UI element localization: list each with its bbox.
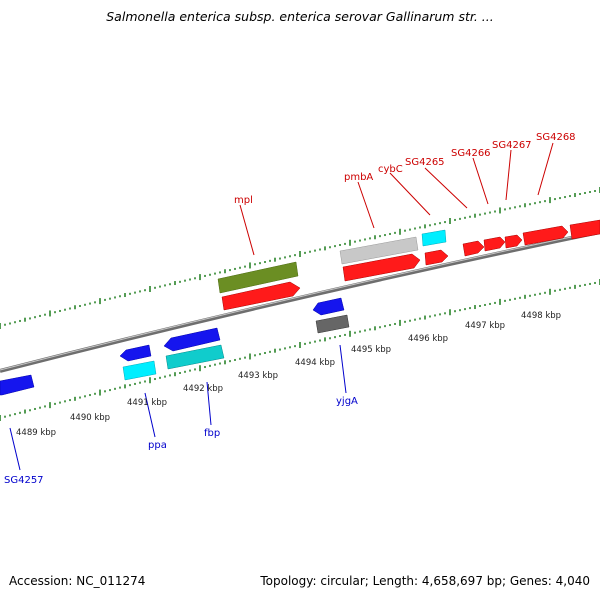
gene-label-SG4265: SG4265 [405,157,445,168]
label-leader-lines [9,142,554,471]
scale-label-4493: 4493 kbp [238,371,278,381]
gene-fbp-cyan-feature [165,344,225,370]
gene-ppa-cyan-feature [122,360,157,381]
gene-label-SG4266: SG4266 [451,148,491,159]
gene-label-SG4267: SG4267 [492,140,532,151]
scale-label-4492: 4492 kbp [183,384,223,394]
gene-red-feature-2 [342,253,421,282]
scale-label-4491: 4491 kbp [127,398,167,408]
gene-yjgA-gray-feature [315,314,350,334]
scale-label-4496: 4496 kbp [408,334,448,344]
gene-label-fbp: fbp [204,428,220,439]
gene-fbp-feature [163,327,221,352]
gene-label-yjgA: yjgA [336,396,358,407]
accession-label: Accession: NC_011274 [9,574,146,588]
gene-label-cybC: cybC [378,164,403,175]
gene-label-SG4268: SG4268 [536,132,576,143]
gene-red-feature-4 [569,219,600,240]
inner-tick-track [0,279,600,421]
gene-SG4265-feature [462,240,485,257]
gene-pmbA-feature [339,236,419,265]
gene-yjgA-feature [312,297,345,316]
scale-label-4497: 4497 kbp [465,321,505,331]
scale-label-4490: 4490 kbp [70,413,110,423]
gene-label-pmbA: pmbA [344,172,373,183]
plus-strand-features [217,219,600,311]
gene-SG4267-feature [504,234,523,249]
gene-label-mpl: mpl [234,195,253,206]
gene-SG4266-feature [483,236,506,252]
gene-SG4268-feature [522,225,569,246]
scale-label-4495: 4495 kbp [351,345,391,355]
gene-label-ppa: ppa [148,440,167,451]
gene-cybC-feature [421,229,447,247]
minus-strand-features [0,297,350,396]
gene-red-feature-1 [221,281,301,311]
map-title: Salmonella enterica subsp. enterica sero… [106,9,494,24]
gene-mpl-feature [217,261,299,294]
outer-tick-track [0,187,600,329]
genome-summary: Topology: circular; Length: 4,658,697 bp… [260,574,590,588]
gene-SG4257-feature [0,374,35,396]
chromosome-backbone [0,230,600,373]
scale-label-4494: 4494 kbp [295,358,335,368]
scale-label-4489: 4489 kbp [16,428,56,438]
scale-label-4498: 4498 kbp [521,311,561,321]
gene-red-feature-3 [424,249,449,266]
gene-ppa-feature [119,344,152,362]
gene-label-SG4257: SG4257 [4,475,44,486]
